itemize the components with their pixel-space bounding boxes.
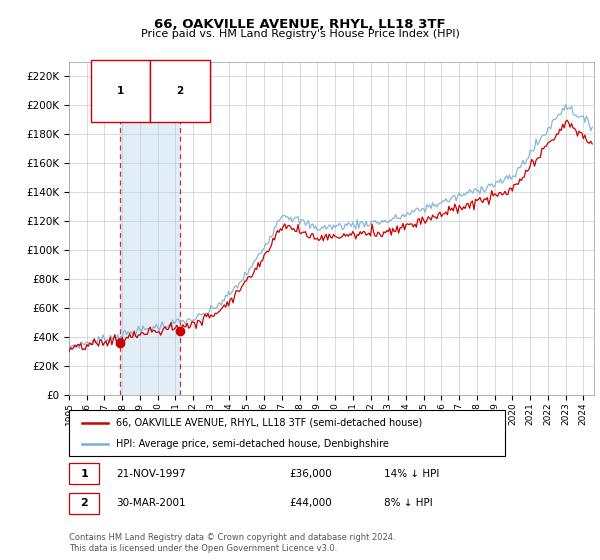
Bar xyxy=(69,493,100,514)
Bar xyxy=(69,410,505,456)
Text: Contains HM Land Registry data © Crown copyright and database right 2024.
This d: Contains HM Land Registry data © Crown c… xyxy=(69,533,395,553)
Text: 14% ↓ HPI: 14% ↓ HPI xyxy=(384,469,439,479)
Text: Price paid vs. HM Land Registry's House Price Index (HPI): Price paid vs. HM Land Registry's House … xyxy=(140,29,460,39)
Text: HPI: Average price, semi-detached house, Denbighshire: HPI: Average price, semi-detached house,… xyxy=(116,439,389,449)
Text: 8% ↓ HPI: 8% ↓ HPI xyxy=(384,498,433,508)
Text: 66, OAKVILLE AVENUE, RHYL, LL18 3TF (semi-detached house): 66, OAKVILLE AVENUE, RHYL, LL18 3TF (sem… xyxy=(116,418,422,428)
Bar xyxy=(69,463,100,484)
Text: 1: 1 xyxy=(80,469,88,479)
Text: 2: 2 xyxy=(176,86,184,96)
Bar xyxy=(121,62,180,395)
Text: 30-MAR-2001: 30-MAR-2001 xyxy=(116,498,186,508)
Text: 21-NOV-1997: 21-NOV-1997 xyxy=(116,469,186,479)
Text: 2: 2 xyxy=(80,498,88,508)
Text: 1: 1 xyxy=(117,86,124,96)
Text: 66, OAKVILLE AVENUE, RHYL, LL18 3TF: 66, OAKVILLE AVENUE, RHYL, LL18 3TF xyxy=(154,18,446,31)
Text: £44,000: £44,000 xyxy=(290,498,332,508)
Text: £36,000: £36,000 xyxy=(290,469,332,479)
